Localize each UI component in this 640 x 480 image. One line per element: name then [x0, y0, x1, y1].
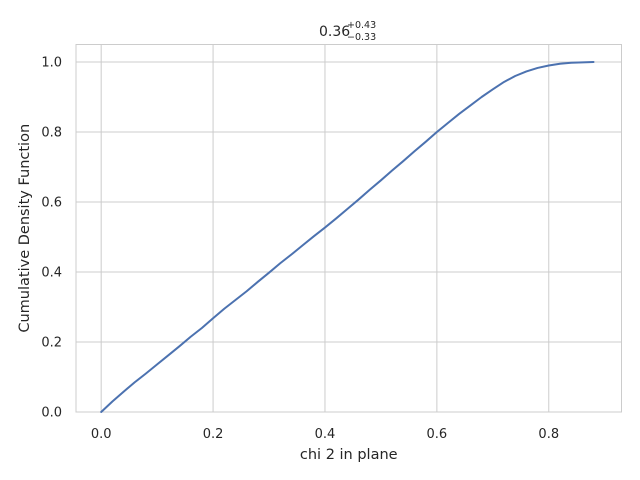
y-tick-label: 0.0 [41, 406, 62, 421]
cdf-series-line [100, 61, 595, 413]
title-upper-error: +0.43 [347, 20, 376, 31]
y-tick-label: 0.2 [41, 336, 62, 351]
x-tick-labels: 0.0 0.2 0.4 0.6 0.8 [91, 427, 559, 442]
x-axis-label: chi 2 in plane [300, 447, 398, 463]
y-tick-label: 0.8 [41, 126, 62, 141]
y-tick-label: 0.4 [41, 266, 62, 281]
x-tick-label: 0.0 [91, 427, 112, 442]
title-lower-error: −0.33 [347, 32, 376, 43]
plot-frame [75, 44, 622, 413]
y-axis-label: Cumulative Density Function [17, 124, 33, 333]
title-value: 0.36 [319, 24, 350, 40]
series-layer [100, 61, 595, 413]
chart-title: 0.36 +0.43 −0.33 [319, 20, 376, 43]
y-tick-label: 0.6 [41, 196, 62, 211]
x-tick-label: 0.4 [315, 427, 336, 442]
y-tick-label: 1.0 [41, 56, 62, 71]
y-tick-labels: 0.0 0.2 0.4 0.6 0.8 1.0 [41, 56, 62, 421]
x-tick-label: 0.2 [203, 427, 224, 442]
x-tick-label: 0.8 [538, 427, 559, 442]
x-tick-label: 0.6 [427, 427, 448, 442]
